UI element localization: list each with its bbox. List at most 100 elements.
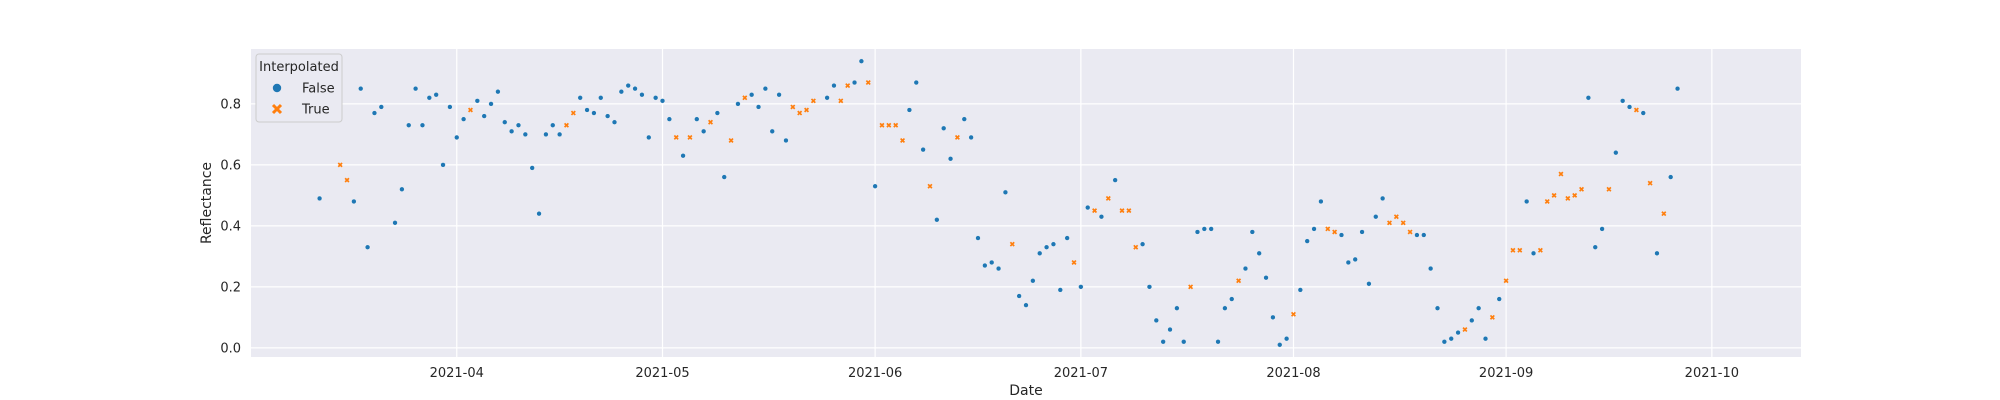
data-point-false xyxy=(488,101,494,107)
data-point-false xyxy=(1366,281,1372,287)
data-point-false xyxy=(392,220,398,226)
x-tick-label: 2021-05 xyxy=(635,366,689,381)
data-point-true xyxy=(790,104,796,110)
data-point-false xyxy=(1304,238,1310,244)
y-tick-label: 0.2 xyxy=(220,280,241,295)
x-axis-label: Date xyxy=(1009,383,1042,399)
data-point-false xyxy=(316,195,323,202)
data-point-false xyxy=(749,92,755,98)
data-point-false xyxy=(1496,296,1502,302)
data-point-true xyxy=(1633,107,1639,113)
data-point-false xyxy=(543,131,549,137)
legend-marker-false xyxy=(272,83,282,93)
data-point-false xyxy=(632,86,638,92)
data-point-false xyxy=(1373,214,1379,220)
data-point-false xyxy=(639,92,645,98)
data-point-true xyxy=(1551,192,1557,198)
data-point-false xyxy=(1078,284,1084,290)
data-point-false xyxy=(831,82,837,89)
data-point-true xyxy=(865,80,871,86)
data-point-false xyxy=(872,183,878,189)
data-point-false xyxy=(454,134,460,141)
data-point-true xyxy=(728,137,734,143)
data-point-false xyxy=(1043,244,1050,250)
y-axis-label: Reflectance xyxy=(199,162,215,244)
data-point-true xyxy=(810,98,816,104)
data-point-false xyxy=(1530,250,1537,256)
data-point-false xyxy=(378,104,384,110)
data-point-false xyxy=(611,119,618,125)
data-point-true xyxy=(1565,195,1571,201)
data-point-false xyxy=(591,110,597,116)
data-point-true xyxy=(893,122,899,128)
data-point-false xyxy=(1620,98,1626,104)
data-point-false xyxy=(625,82,631,89)
data-point-false xyxy=(1345,259,1351,266)
data-point-true xyxy=(1332,229,1338,235)
data-point-false xyxy=(1613,150,1619,156)
data-point-false xyxy=(1668,174,1674,180)
data-point-false xyxy=(1256,250,1262,256)
data-point-true xyxy=(708,119,714,125)
data-point-false xyxy=(680,153,686,159)
data-point-false xyxy=(653,95,659,101)
x-axis-ticks: 2021-04 2021-05 2021-06 2021-07 2021-08 2021-… xyxy=(430,366,1739,381)
data-point-true xyxy=(1558,171,1564,177)
data-point-true xyxy=(1647,180,1653,186)
data-point-false xyxy=(1201,226,1207,232)
y-tick-label: 0.8 xyxy=(220,97,241,112)
data-point-false xyxy=(426,95,432,101)
data-point-false xyxy=(1270,314,1276,320)
data-point-false xyxy=(605,113,611,119)
data-point-false xyxy=(1469,317,1475,324)
data-point-false xyxy=(982,262,988,269)
x-tick-label: 2021-09 xyxy=(1479,366,1533,381)
data-point-true xyxy=(879,122,885,128)
legend-label-false: False xyxy=(302,82,335,97)
data-point-false xyxy=(1284,336,1290,342)
data-point-false xyxy=(1585,95,1591,101)
data-point-true xyxy=(954,134,960,140)
data-point-false xyxy=(550,122,556,128)
data-point-false xyxy=(584,107,590,113)
grid-lines xyxy=(251,49,1801,357)
y-axis-ticks: 0.0 0.2 0.4 0.6 0.8 xyxy=(220,97,241,356)
data-point-false xyxy=(989,259,995,266)
data-point-true xyxy=(1236,278,1242,284)
data-point-true xyxy=(1510,247,1516,253)
data-point-false xyxy=(1222,305,1228,311)
data-point-true xyxy=(1325,226,1331,232)
data-point-true xyxy=(927,183,933,189)
data-point-true xyxy=(344,177,350,183)
data-point-true xyxy=(1009,241,1015,247)
data-point-false xyxy=(509,128,515,134)
data-point-false xyxy=(536,211,542,217)
data-point-false xyxy=(1057,287,1063,293)
data-point-false xyxy=(968,134,974,141)
legend-marker-true xyxy=(271,103,283,115)
data-point-false xyxy=(920,147,926,153)
data-point-false xyxy=(858,58,864,64)
data-point-true xyxy=(1544,198,1550,204)
legend: Interpolated False True xyxy=(255,53,343,123)
data-point-false xyxy=(351,198,357,205)
data-point-true xyxy=(1105,195,1111,201)
data-point-false xyxy=(1448,336,1454,342)
data-point-false xyxy=(659,98,666,104)
data-point-false xyxy=(701,128,707,134)
data-point-false xyxy=(529,165,535,171)
data-point-false xyxy=(975,235,981,241)
data-point-false xyxy=(1352,256,1358,263)
data-point-false xyxy=(406,122,412,128)
plot-area xyxy=(251,49,1801,357)
data-point-false xyxy=(1263,275,1269,281)
x-tick-label: 2021-06 xyxy=(848,366,902,381)
data-point-false xyxy=(694,116,700,122)
data-point-true xyxy=(1407,229,1413,235)
data-point-false xyxy=(1359,229,1365,235)
data-point-false xyxy=(1112,177,1118,183)
data-point-false xyxy=(1023,302,1029,308)
data-point-true xyxy=(1071,259,1077,265)
data-point-false xyxy=(824,95,830,101)
